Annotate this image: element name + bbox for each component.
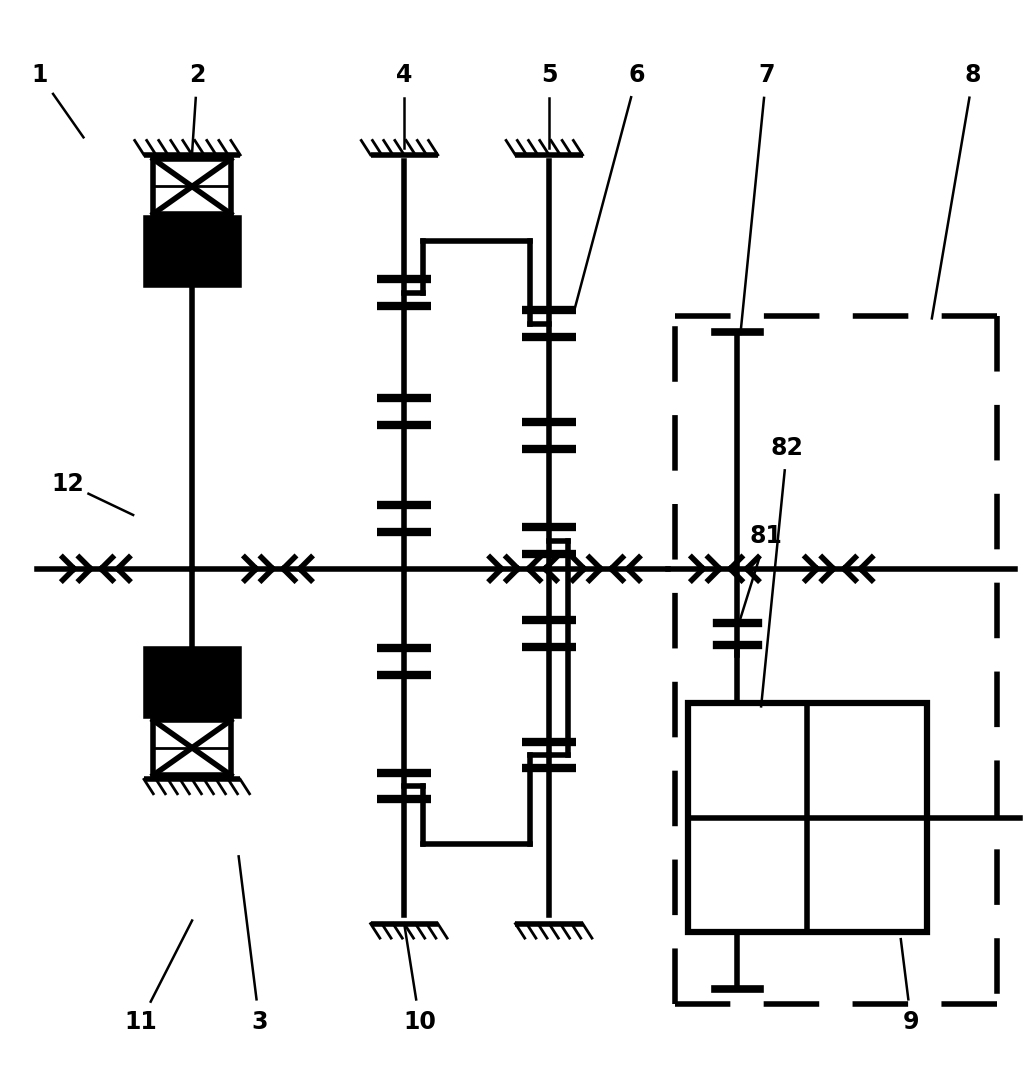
- Text: 3: 3: [251, 1010, 267, 1034]
- Text: 7: 7: [758, 63, 775, 87]
- Text: 9: 9: [903, 1010, 919, 1034]
- Polygon shape: [145, 649, 238, 716]
- Text: 6: 6: [629, 63, 645, 87]
- Text: 1: 1: [32, 63, 49, 87]
- Text: 11: 11: [124, 1010, 156, 1034]
- Text: 2: 2: [190, 63, 205, 87]
- Text: 8: 8: [965, 63, 981, 87]
- Polygon shape: [145, 218, 238, 285]
- Text: 81: 81: [750, 524, 783, 548]
- Text: 12: 12: [52, 472, 84, 496]
- Text: 5: 5: [541, 63, 557, 87]
- Text: 82: 82: [771, 436, 804, 460]
- Text: 4: 4: [396, 63, 412, 87]
- Text: 10: 10: [403, 1010, 436, 1034]
